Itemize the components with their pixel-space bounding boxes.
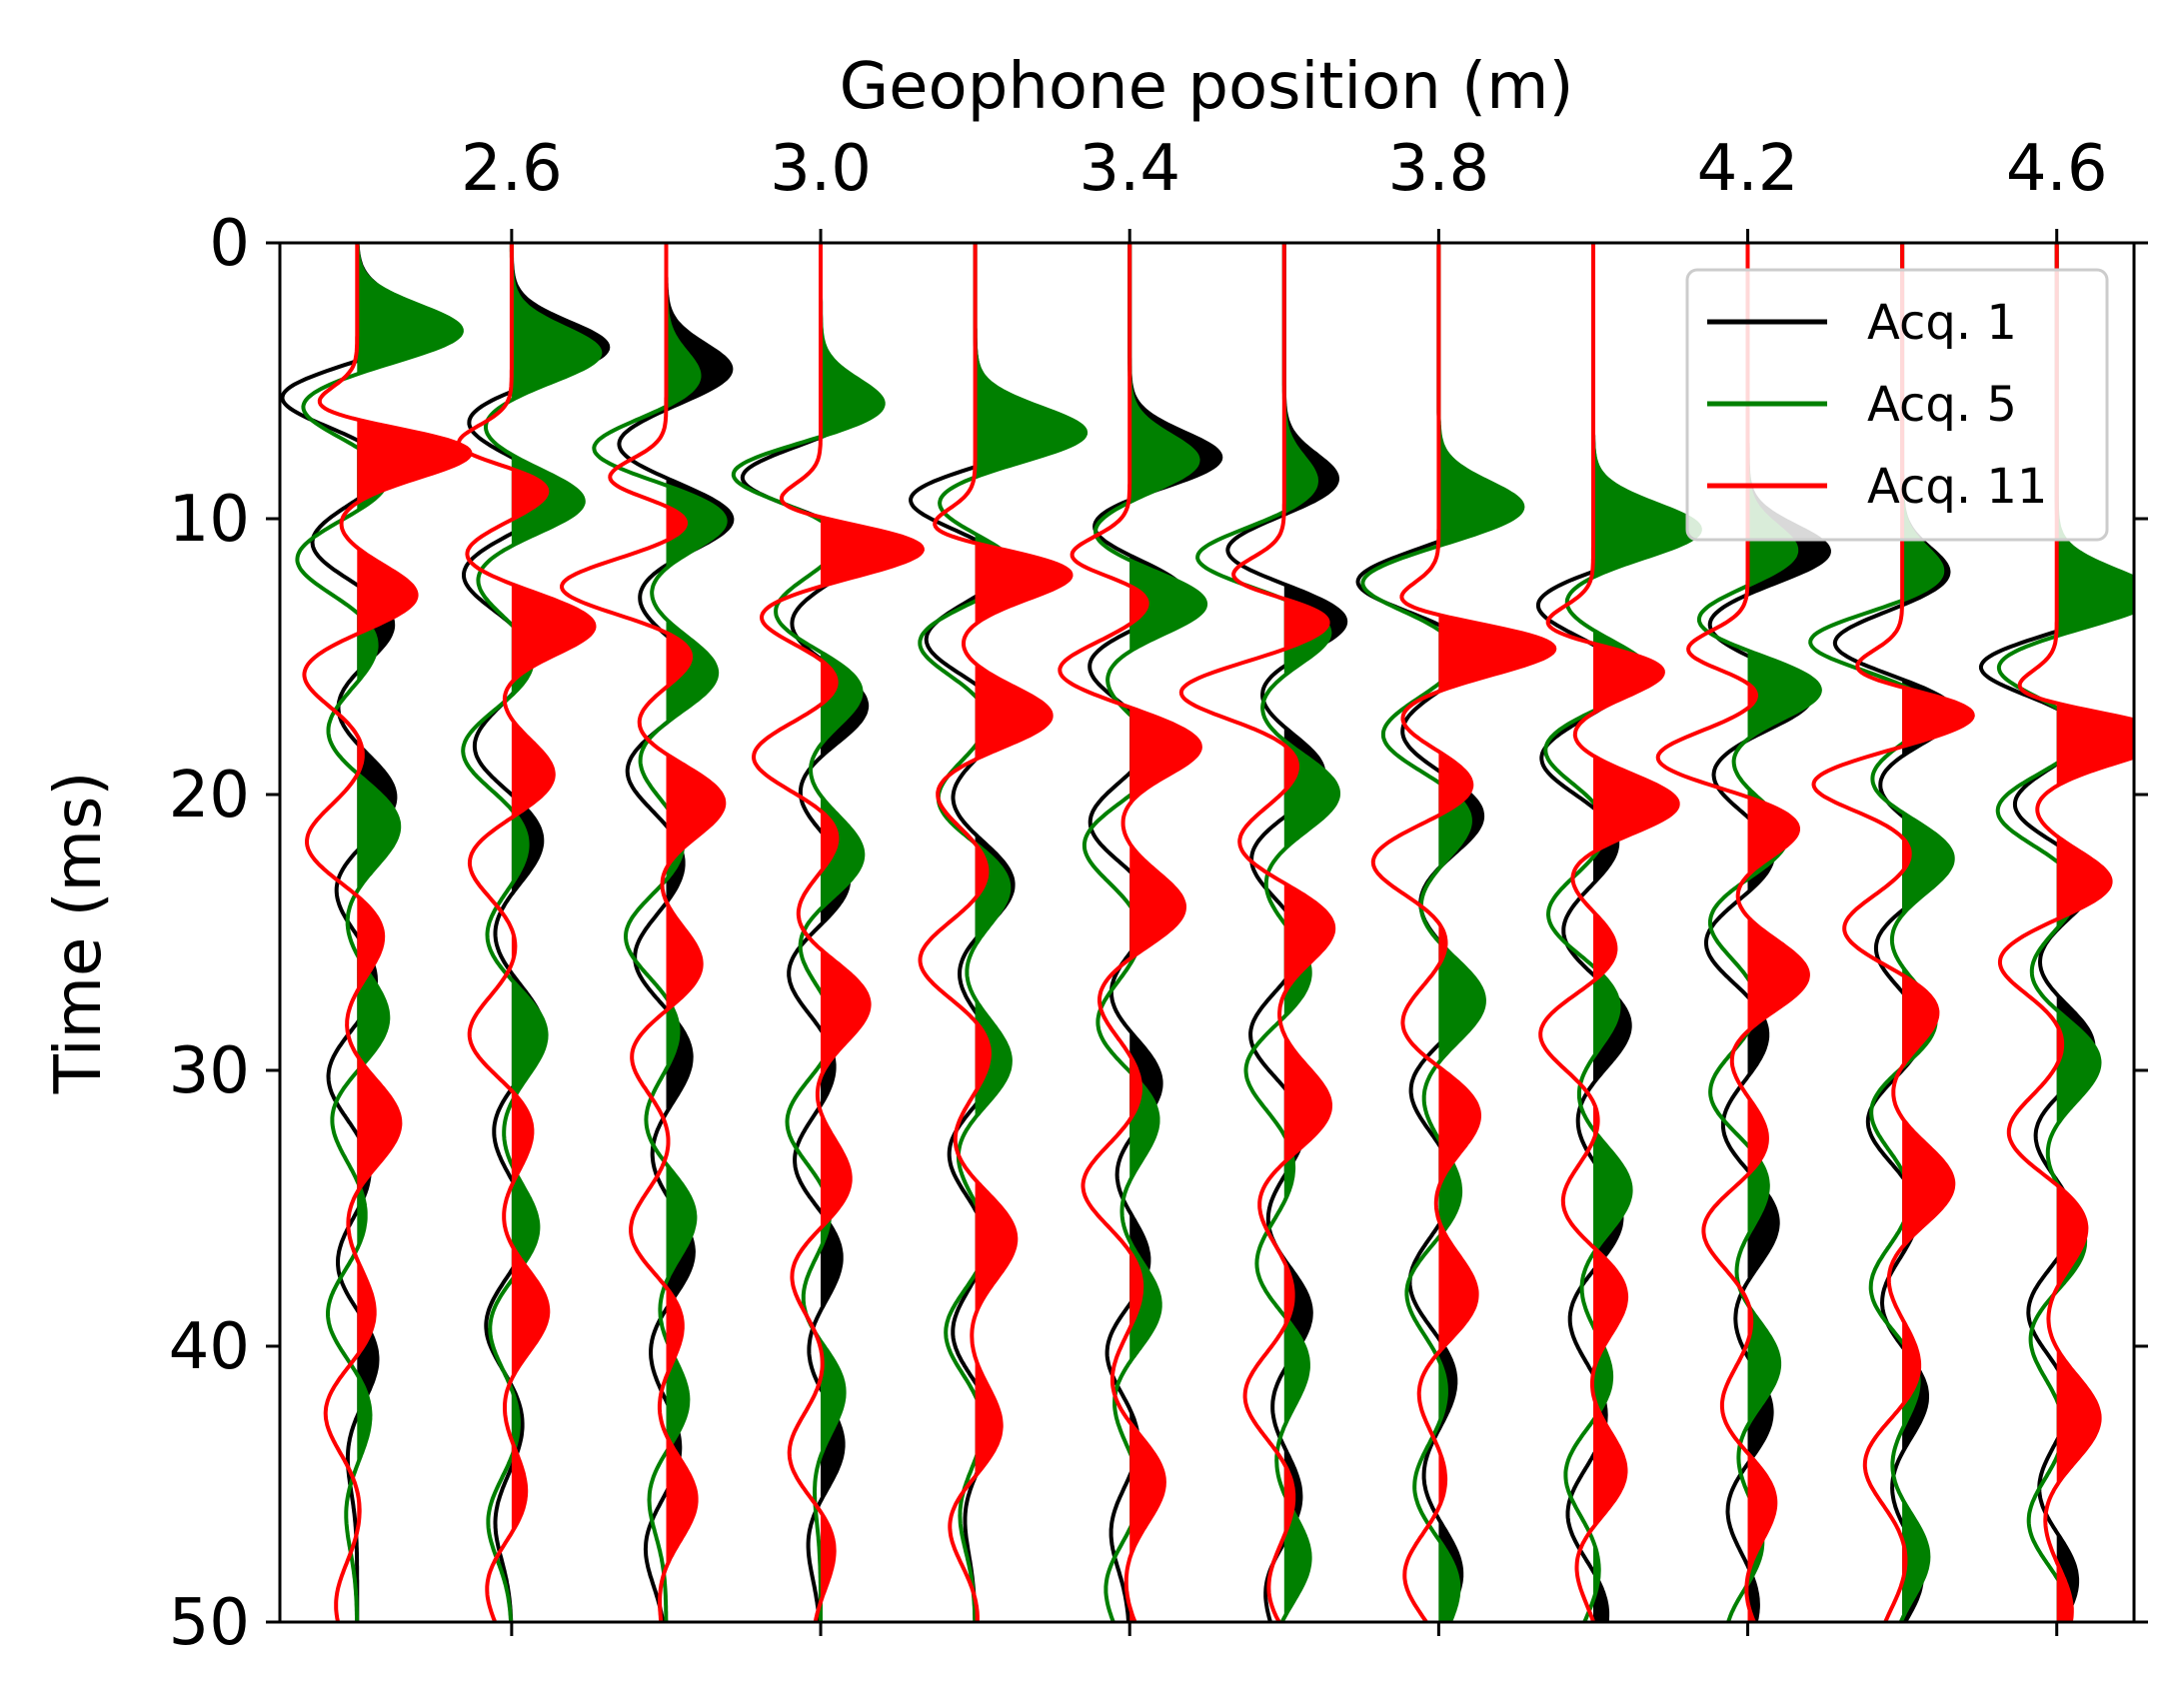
plot-frame [278,241,2136,1624]
trace-line-s3-3 [751,243,925,1622]
trace-line-s3-1 [457,243,597,1622]
legend-label: Acq. 5 [1867,377,2017,433]
trace-line-s1-7 [1355,243,1496,1622]
y-tick-label: 10 [169,483,250,557]
legend: Acq. 1 Acq. 5 Acq. 11 [1685,268,2109,542]
trace-fill-s3-1 [511,243,595,1534]
trace-fill-s2-0 [357,243,462,1467]
trace-line-s2-7 [1360,243,1525,1622]
trace-fill-s2-2 [666,243,726,1453]
trace-line-s2-3 [731,243,886,1622]
trace-line-s3-6 [1178,243,1336,1622]
trace-line-s2-4 [918,243,1089,1622]
trace-fill-s3-4 [975,243,1072,1622]
trace-line-s2-1 [461,243,603,1622]
trace-fill-s2-7 [1438,243,1523,1622]
trace-line-s3-7 [1370,243,1557,1622]
y-tick-label: 30 [169,1034,250,1108]
x-tick-label: 4.6 [2006,132,2108,206]
x-tick-label: 3.8 [1387,132,1489,206]
trace-fill-s2-1 [511,243,601,1459]
legend-label: Acq. 1 [1867,295,2017,351]
y-tick-label: 20 [169,759,250,833]
x-tick-label: 2.6 [461,132,563,206]
x-tick-label: 3.0 [770,132,872,206]
axes-group: 2.6 3.0 3.4 3.8 4.2 4.6 0 10 20 30 40 50 [169,132,2148,1660]
x-axis-title: Geophone position (m) [840,50,1574,124]
legend-box [1685,268,2109,542]
y-tick-label: 40 [169,1310,250,1384]
trace-fill-s2-8 [1593,243,1700,1601]
x-tick-label: 4.2 [1697,132,1799,206]
legend-label: Acq. 11 [1867,459,2047,515]
trace-fill-s3-7 [1438,243,1555,1508]
trace-line-s3-4 [918,243,1074,1622]
trace-line-s2-8 [1543,243,1702,1622]
trace-fill-s2-10 [1902,243,1953,1620]
trace-line-s3-2 [560,243,727,1622]
trace-line-s3-8 [1538,243,1680,1622]
y-tick-label: 0 [209,207,250,281]
trace-line-s3-5 [1058,243,1202,1622]
y-tick-label: 50 [169,1586,250,1660]
trace-line-s3-0 [302,243,473,1622]
trace-fill-s3-8 [1593,243,1678,1622]
trace-fill-s2-11 [2056,243,2134,1622]
x-tick-label: 3.4 [1079,132,1180,206]
trace-fill-s3-9 [1747,243,1808,1622]
trace-line-s2-2 [592,243,728,1622]
y-axis-title: Time (ms) [42,772,116,1095]
